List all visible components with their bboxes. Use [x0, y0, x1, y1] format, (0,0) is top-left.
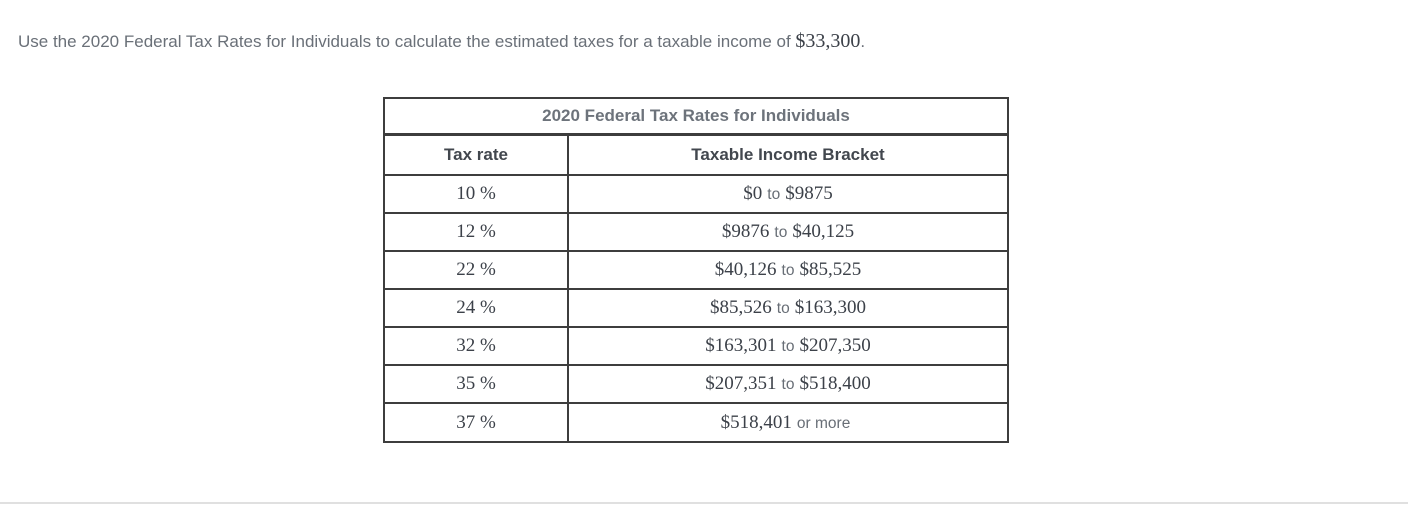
bracket-amount: $207,351: [705, 373, 777, 394]
taxable-income-amount: $33,300: [795, 30, 861, 52]
column-header-tax-rate: Tax rate: [385, 136, 569, 174]
tax-rate-value: 22 %: [456, 259, 496, 280]
table-row: 10 % $0 to $9875: [385, 176, 1007, 214]
table-row: 37 % $518,401 or more: [385, 404, 1007, 441]
tax-rate-value: 35 %: [456, 373, 496, 394]
taxable-income-bracket-cell: $9876 to $40,125: [569, 214, 1007, 250]
bracket-amount: $40,126: [714, 259, 777, 280]
table-body: 10 % $0 to $9875 12 % $9876 to $40,125 22 % $40,1…: [385, 176, 1007, 441]
bracket-connector: to: [767, 186, 781, 203]
table-row: 22 % $40,126 to $85,525: [385, 252, 1007, 290]
table-row: 35 % $207,351 to $518,400: [385, 366, 1007, 404]
taxable-income-bracket-cell: $0 to $9875: [569, 176, 1007, 212]
tax-rate-cell: 12 %: [385, 214, 569, 250]
tax-rate-value: 12 %: [456, 221, 496, 242]
tax-rate-value: 24 %: [456, 297, 496, 318]
question-suffix: .: [860, 32, 866, 51]
taxable-income-bracket-cell: $163,301 to $207,350: [569, 328, 1007, 364]
table-header-row: Tax rate Taxable Income Bracket: [385, 136, 1007, 176]
table-row: 12 % $9876 to $40,125: [385, 214, 1007, 252]
bracket-connector: to: [774, 224, 788, 241]
bracket-connector: to: [776, 300, 790, 317]
bracket-amount: $9875: [785, 183, 833, 204]
bracket-amount: $85,526: [710, 297, 772, 318]
bracket-connector: to: [781, 262, 795, 279]
bracket-amount: $0: [743, 183, 763, 204]
tax-rate-value: 37 %: [456, 411, 496, 433]
table-row: 24 % $85,526 to $163,300: [385, 290, 1007, 328]
tax-rate-cell: 35 %: [385, 366, 569, 402]
bracket-amount: $85,525: [799, 259, 862, 280]
bracket-connector: or more: [796, 414, 851, 432]
tax-rate-table: 2020 Federal Tax Rates for Individuals T…: [383, 97, 1009, 443]
tax-rate-cell: 32 %: [385, 328, 569, 364]
bracket-amount: $518,400: [799, 373, 871, 394]
tax-rate-value: 32 %: [456, 335, 496, 356]
tax-rate-cell: 10 %: [385, 176, 569, 212]
bracket-amount: $518,401: [720, 411, 792, 433]
bracket-amount: $163,301: [705, 335, 777, 356]
tax-rate-cell: 37 %: [385, 404, 569, 441]
question-text: Use the 2020 Federal Tax Rates for Indiv…: [18, 30, 865, 53]
tax-rate-cell: 22 %: [385, 252, 569, 288]
table-title-row: 2020 Federal Tax Rates for Individuals: [385, 99, 1007, 136]
bracket-connector: to: [781, 376, 795, 393]
taxable-income-bracket-cell: $40,126 to $85,525: [569, 252, 1007, 288]
bracket-amount: $9876: [721, 221, 770, 242]
table-title: 2020 Federal Tax Rates for Individuals: [542, 106, 850, 125]
column-header-taxable-income-bracket: Taxable Income Bracket: [691, 145, 885, 164]
taxable-income-bracket-cell: $207,351 to $518,400: [569, 366, 1007, 402]
bracket-amount: $163,300: [794, 297, 866, 318]
bracket-amount: $207,350: [799, 335, 871, 356]
taxable-income-bracket-cell: $518,401 or more: [569, 404, 1007, 441]
tax-rate-value: 10 %: [456, 183, 496, 204]
bottom-divider: [0, 502, 1408, 504]
taxable-income-bracket-cell: $85,526 to $163,300: [569, 290, 1007, 326]
table-row: 32 % $163,301 to $207,350: [385, 328, 1007, 366]
tax-rate-cell: 24 %: [385, 290, 569, 326]
bracket-amount: $40,125: [792, 221, 855, 242]
bracket-connector: to: [781, 338, 795, 355]
question-prefix: Use the 2020 Federal Tax Rates for Indiv…: [18, 32, 796, 51]
